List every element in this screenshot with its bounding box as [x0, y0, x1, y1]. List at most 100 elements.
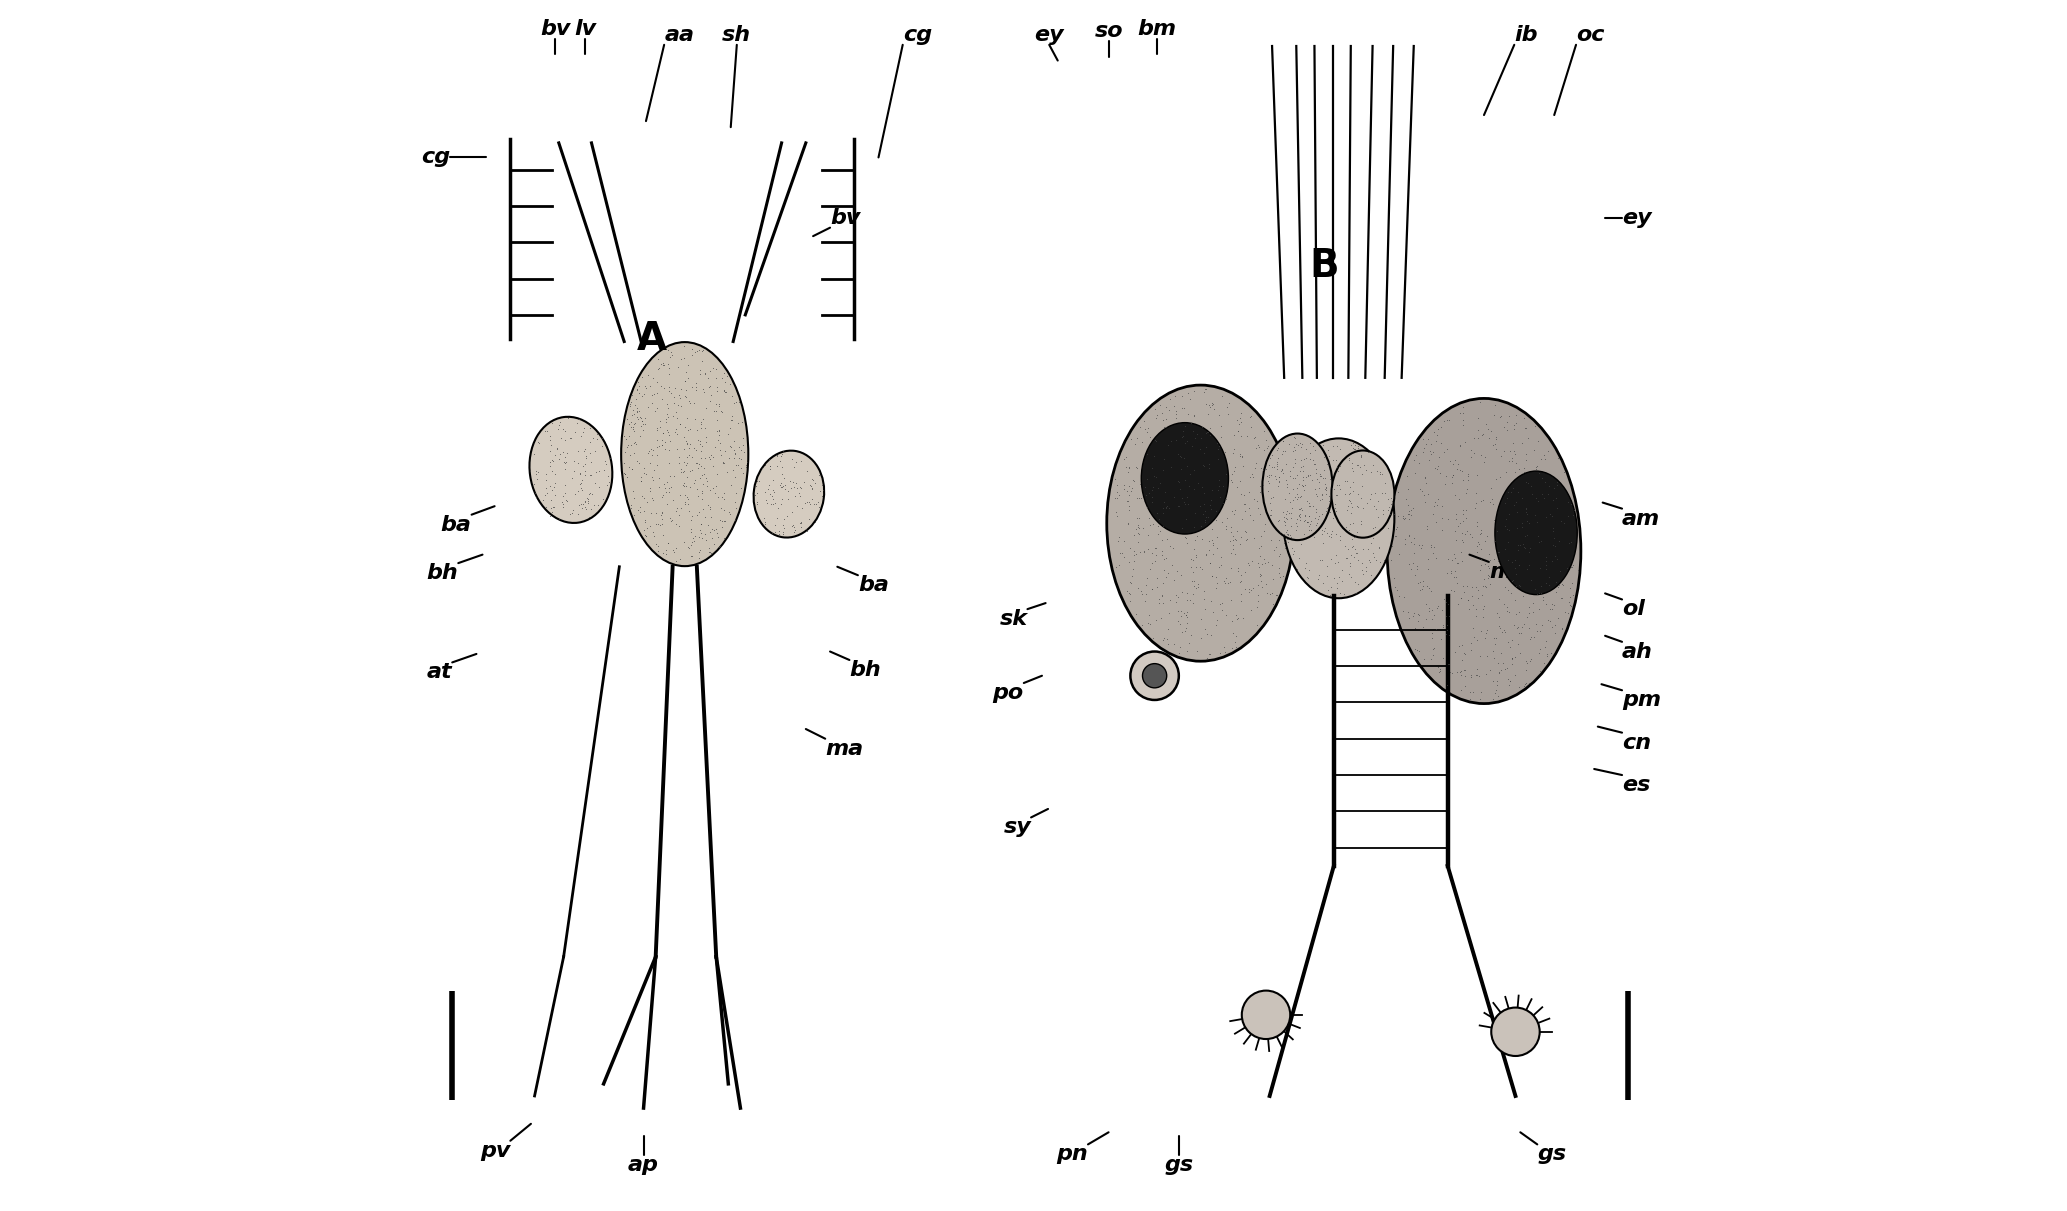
Point: [1137, 580, 1170, 599]
Point: [1176, 436, 1209, 455]
Point: [670, 434, 703, 453]
Point: [1337, 438, 1370, 458]
Point: [641, 437, 674, 457]
Point: [593, 472, 626, 492]
Point: [616, 385, 649, 404]
Point: [1348, 564, 1381, 584]
Point: [1209, 516, 1242, 535]
Point: [1525, 584, 1559, 603]
Point: [581, 429, 614, 448]
Point: [1449, 644, 1482, 664]
Point: [682, 543, 715, 562]
Point: [1224, 573, 1257, 592]
Point: [709, 442, 742, 461]
Point: [1466, 608, 1499, 627]
Point: [1335, 568, 1368, 587]
Point: [1494, 672, 1528, 691]
Point: [1184, 609, 1217, 629]
Point: [608, 426, 641, 446]
Point: [1550, 558, 1583, 578]
Point: [703, 510, 736, 529]
Point: [777, 517, 810, 536]
Point: [1313, 486, 1346, 505]
Point: [1490, 659, 1523, 678]
Point: [1507, 434, 1540, 453]
Point: [1513, 630, 1546, 649]
Point: [1503, 459, 1536, 478]
Point: [1499, 665, 1532, 684]
Point: [1129, 419, 1162, 438]
Point: [1282, 436, 1315, 455]
Point: [579, 442, 612, 461]
Point: [1437, 567, 1470, 586]
Point: [645, 504, 678, 523]
Point: [1443, 662, 1476, 682]
Text: pm: pm: [1623, 690, 1662, 711]
Point: [1294, 513, 1327, 533]
Point: [792, 510, 825, 529]
Point: [645, 435, 678, 454]
Point: [639, 503, 672, 522]
Point: [1240, 615, 1273, 635]
Point: [1201, 449, 1234, 469]
Point: [709, 372, 742, 391]
Point: [1410, 467, 1443, 487]
Point: [622, 377, 655, 396]
Point: [1484, 644, 1517, 664]
Point: [1426, 601, 1459, 620]
Point: [1354, 552, 1387, 572]
Point: [678, 343, 711, 362]
Point: [1195, 418, 1228, 437]
Point: [1166, 518, 1199, 538]
Point: [1302, 569, 1335, 589]
Point: [1501, 493, 1534, 512]
Point: [1511, 511, 1544, 530]
Point: [1354, 533, 1387, 552]
Point: [550, 443, 583, 463]
Point: [1379, 520, 1412, 539]
Point: [1358, 547, 1391, 567]
Point: [1147, 499, 1180, 518]
Point: [1509, 538, 1542, 557]
Point: [728, 464, 761, 483]
Point: [1139, 551, 1172, 570]
Point: [1494, 649, 1528, 668]
Point: [1503, 576, 1536, 596]
Point: [711, 463, 744, 482]
Point: [771, 481, 804, 500]
Point: [1445, 650, 1478, 670]
Point: [664, 550, 697, 569]
Point: [672, 420, 705, 440]
Point: [1304, 466, 1337, 486]
Point: [1536, 551, 1569, 570]
Point: [1238, 459, 1271, 478]
Point: [1426, 615, 1459, 635]
Text: B: B: [1308, 247, 1339, 286]
Point: [624, 471, 657, 490]
Point: [1143, 589, 1176, 608]
Point: [773, 471, 806, 490]
Point: [1505, 624, 1538, 643]
Point: [1459, 599, 1492, 619]
Point: [544, 412, 577, 431]
Point: [1478, 435, 1511, 454]
Point: [788, 493, 821, 512]
Point: [645, 515, 678, 534]
Point: [633, 453, 666, 472]
Point: [1279, 516, 1313, 535]
Point: [1207, 493, 1240, 512]
Point: [1403, 580, 1437, 599]
Point: [568, 465, 601, 484]
Point: [1461, 589, 1494, 608]
Point: [1319, 450, 1352, 470]
Point: [1439, 562, 1472, 581]
Point: [668, 492, 701, 511]
Point: [564, 474, 597, 493]
Point: [802, 465, 835, 484]
Point: [1166, 421, 1199, 441]
Point: [1304, 521, 1337, 540]
Point: [680, 453, 713, 472]
Point: [1517, 593, 1550, 613]
Point: [649, 440, 682, 459]
Point: [1251, 430, 1284, 449]
